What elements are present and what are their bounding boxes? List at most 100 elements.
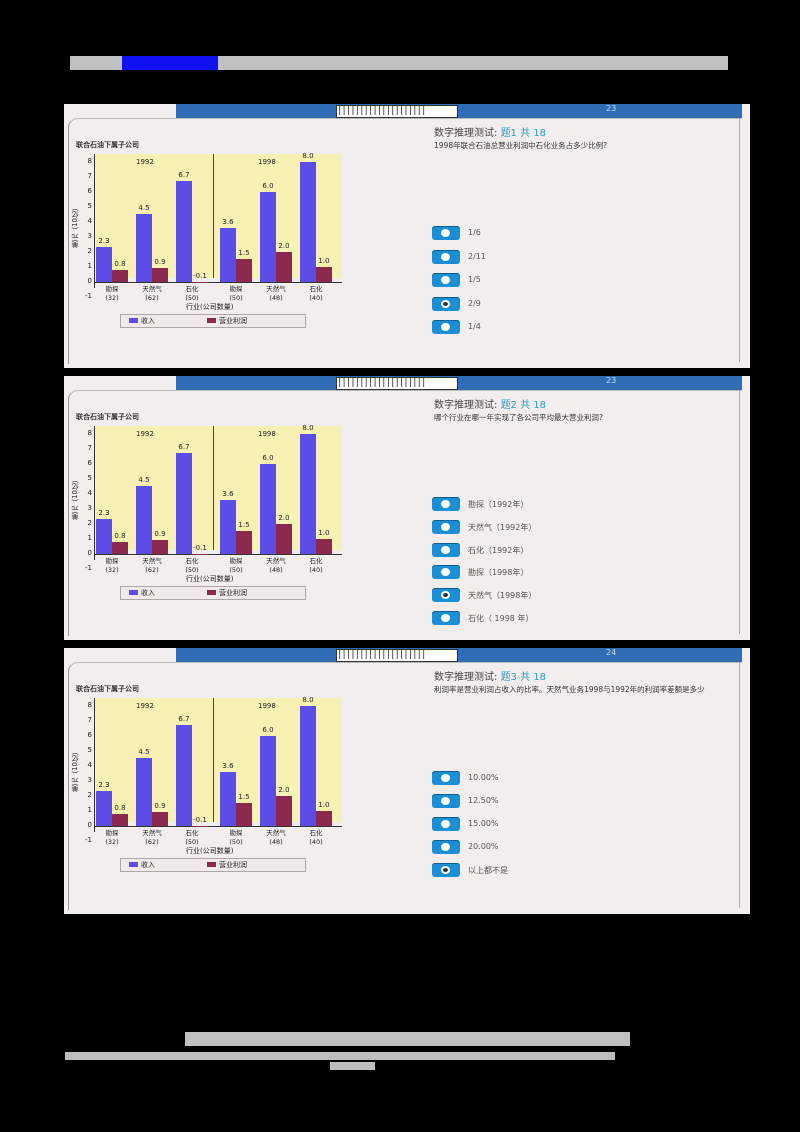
radio-button[interactable]: [432, 320, 460, 334]
year-label-1998: 1998: [258, 430, 276, 438]
revenue-bar: [300, 433, 316, 554]
option-label: 以上都不是: [468, 866, 508, 875]
y-tick: 1: [87, 533, 92, 542]
option-label: 2/9: [468, 298, 481, 308]
page-number: 23: [606, 104, 617, 113]
category-label: 勘探 (50): [229, 828, 243, 846]
question-text: 哪个行业在哪一年实现了各公司平均最大营业利润?: [434, 413, 603, 422]
category-label: 石化 (40): [309, 556, 323, 574]
revenue-bar: [96, 791, 112, 826]
revenue-value: 6.0: [262, 181, 274, 190]
profit-value: 1.0: [318, 256, 330, 265]
question-number: 题2 共 18: [500, 400, 547, 411]
category-label: 石化 (50): [185, 284, 199, 302]
radio-button-selected[interactable]: [432, 296, 460, 311]
panel-title-bar: |||||||||||||||||||| 23: [176, 104, 742, 118]
panel-divider: [739, 390, 740, 634]
category-label: 勘探 (32): [105, 556, 119, 574]
radio-button[interactable]: [432, 249, 460, 264]
y-tick: 3: [87, 503, 92, 512]
profit-bar: [276, 523, 292, 554]
panel-frame: [68, 390, 742, 636]
radio-button[interactable]: [432, 273, 460, 287]
revenue-value: 2.3: [98, 237, 110, 245]
y-tick: 8: [87, 428, 92, 437]
chart-legend: 收入 营业利润: [120, 586, 306, 600]
y-tick: 6: [87, 730, 92, 739]
y-tick: 7: [87, 715, 92, 724]
y-axis-label: 美元（10亿）: [71, 204, 79, 248]
category-label: 天然气 (48): [266, 828, 286, 846]
revenue-bar: [136, 214, 152, 282]
chart-legend: 收入 营业利润: [120, 858, 306, 872]
profit-value: 0.8: [114, 531, 126, 540]
y-tick: -1: [85, 835, 92, 844]
revenue-value: 8.0: [302, 151, 314, 160]
footer-text-line-1: [185, 1032, 630, 1046]
profit-value: 1.0: [318, 528, 330, 537]
radio-button[interactable]: [432, 542, 460, 557]
footer-text-line-3: [330, 1062, 375, 1070]
legend-swatch-revenue: [129, 318, 138, 323]
radio-button[interactable]: [432, 565, 460, 580]
y-tick: 2: [87, 518, 92, 527]
radio-button[interactable]: [432, 840, 460, 854]
radio-button[interactable]: [432, 611, 460, 625]
y-tick: 6: [87, 458, 92, 467]
question-heading: 数字推理测试: 题3 共 18: [434, 672, 547, 683]
profit-value: 1.5: [238, 793, 250, 801]
option-label: 石化（ 1998 年）: [468, 614, 534, 623]
revenue-value: 6.7: [178, 171, 190, 179]
radio-dot-icon: [441, 522, 450, 531]
radio-dot-icon: [441, 568, 450, 577]
profit-value: 0.9: [154, 802, 166, 810]
revenue-value: 6.0: [262, 453, 274, 462]
progress-bar: ||||||||||||||||||||: [336, 649, 458, 662]
revenue-value: 8.0: [302, 423, 314, 432]
revenue-bar: [176, 725, 192, 826]
panel-title-bar: |||||||||||||||||||| 24: [176, 648, 742, 662]
radio-button[interactable]: [432, 497, 460, 511]
question-panel-3: |||||||||||||||||||| 24 联合石油下属子公司 8 7 6 5 4 3 2…: [64, 648, 750, 914]
radio-button-selected[interactable]: [432, 863, 460, 877]
option-label: 天然气（1998年）: [468, 591, 537, 601]
legend-label-revenue: 收入: [141, 589, 155, 597]
legend-swatch-revenue: [129, 590, 138, 595]
question-panel-2: |||||||||||||||||||| 23 联合石油下属子公司 8 7 6 5 4 3 2…: [64, 376, 750, 640]
profit-bar: [152, 812, 168, 826]
x-axis: [94, 825, 342, 827]
radio-button[interactable]: [432, 771, 460, 785]
radio-button[interactable]: [432, 226, 460, 240]
profit-value: 1.5: [238, 521, 250, 529]
y-tick: 7: [87, 171, 92, 180]
y-tick: 7: [87, 443, 92, 452]
legend-label-profit: 营业利润: [219, 861, 247, 869]
x-axis-label: 行业(公司数量): [186, 575, 234, 583]
panel-frame: [68, 662, 742, 910]
y-axis: [94, 698, 95, 832]
category-label: 勘探 (50): [229, 556, 243, 574]
y-tick: 2: [87, 790, 92, 799]
radio-button-selected[interactable]: [432, 588, 460, 603]
radio-dot-icon: [441, 774, 450, 782]
profit-bar: [316, 810, 332, 826]
radio-dot-icon: [441, 591, 450, 600]
legend-swatch-profit: [207, 318, 216, 323]
y-tick: -1: [85, 291, 92, 300]
footer-text-line-2: [65, 1052, 615, 1060]
y-tick: 5: [87, 201, 92, 210]
y-tick: -1: [85, 563, 92, 572]
y-axis-label: 美元（10亿）: [71, 476, 79, 520]
header-link[interactable]: [122, 56, 218, 70]
year-label-1998: 1998: [258, 702, 276, 710]
profit-value: 0.9: [154, 530, 166, 538]
y-axis: [94, 426, 95, 560]
radio-button[interactable]: [432, 519, 460, 534]
y-tick: 1: [87, 261, 92, 270]
legend-swatch-profit: [207, 590, 216, 595]
legend-swatch-revenue: [129, 862, 138, 867]
category-label: 勘探 (32): [105, 284, 119, 302]
option-label: 10.00%: [468, 773, 499, 782]
radio-button[interactable]: [432, 817, 460, 831]
radio-button[interactable]: [432, 794, 460, 808]
